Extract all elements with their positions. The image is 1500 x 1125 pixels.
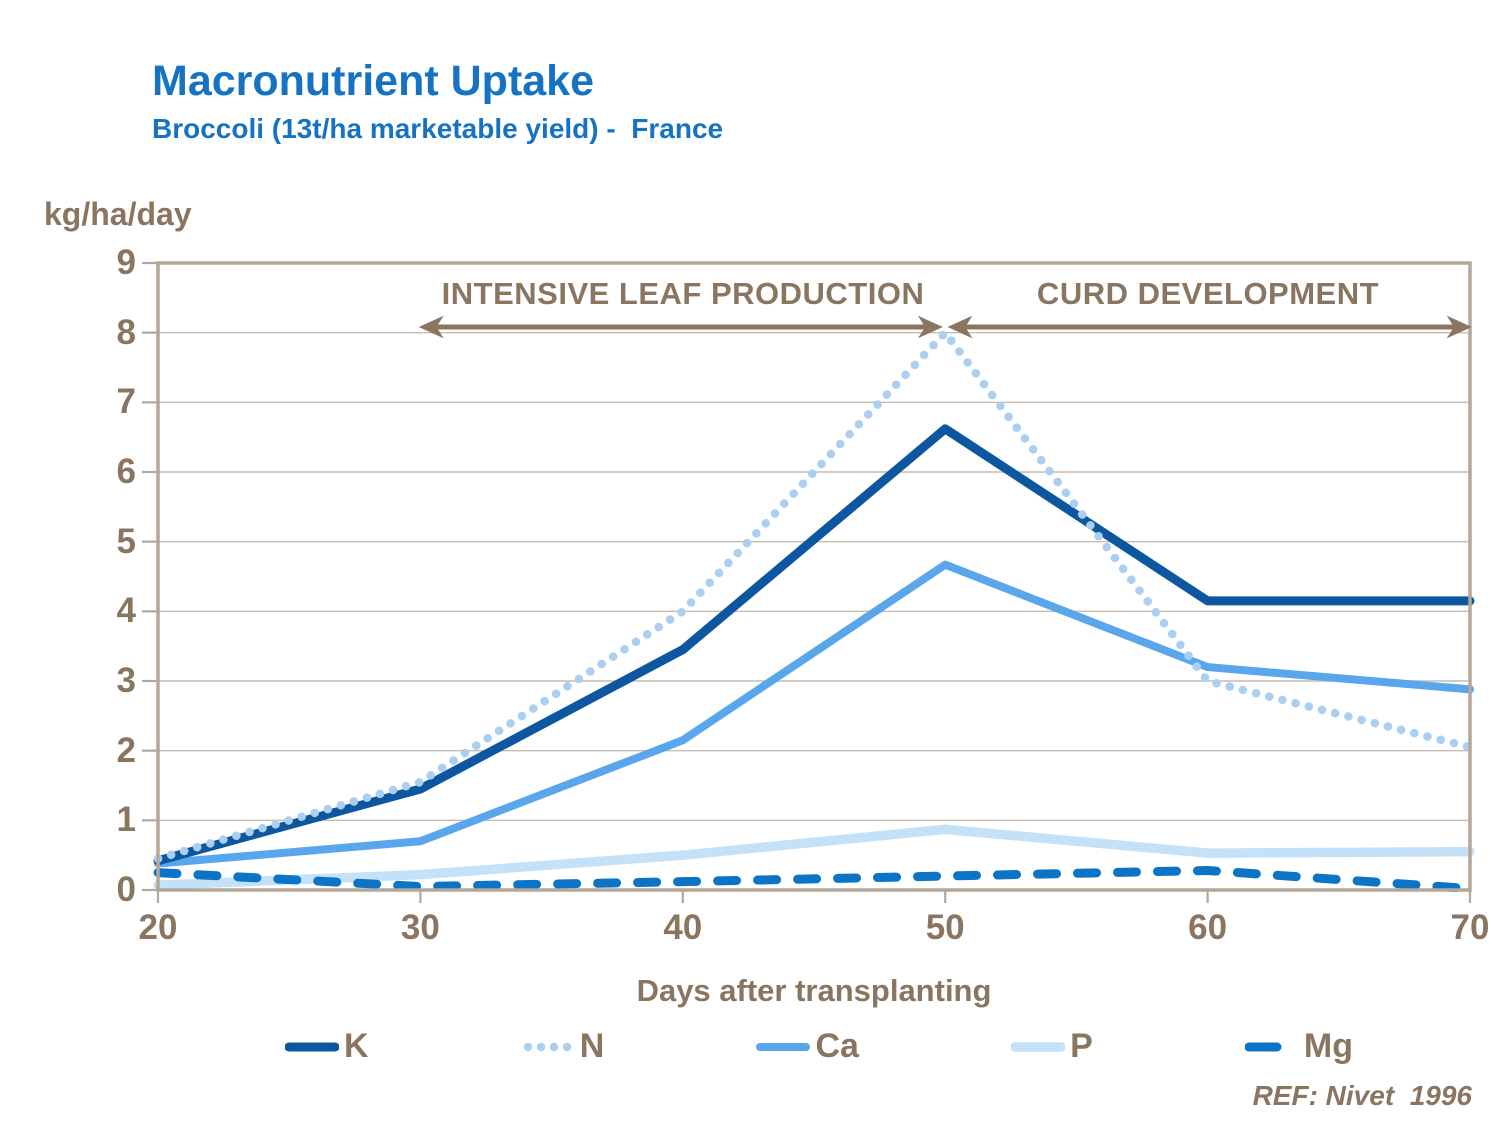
series-line-K [153,424,1475,866]
x-tick-label-50: 50 [925,908,965,947]
y-tick-label-9: 9 [116,243,136,282]
legend-label-N: N [579,1027,605,1065]
y-tick-label-8: 8 [116,312,136,352]
phase-label-intensive-leaf-production: INTENSIVE LEAF PRODUCTION [441,276,925,311]
x-axis-title: Days after transplanting [636,973,992,1008]
y-axis-unit-label: kg/ha/day [44,196,192,232]
x-tick-label-60: 60 [1188,908,1228,947]
legend-swatch-Mg-icon [1244,1042,1282,1051]
reference-citation: REF: Nivet 1996 [1252,1080,1472,1111]
legend-label-Ca: Ca [815,1027,859,1065]
legend-item-Ca: Ca [756,1027,859,1066]
series-line-P [153,824,1475,890]
y-tick-label-7: 7 [116,382,136,422]
y-tick-label-4: 4 [116,591,136,631]
legend-label-K: K [344,1027,369,1065]
series-line-N [153,328,1475,863]
series-line-Mg [153,865,1475,894]
y-tick-label-6: 6 [116,452,136,491]
legend-label-Mg: Mg [1303,1027,1353,1065]
plot-border [156,261,1472,892]
x-tick-label-30: 30 [400,908,440,947]
x-tick-label-70: 70 [1450,908,1490,947]
legend-swatch-K-icon [285,1042,339,1051]
legend-item-N: N [521,1027,605,1066]
legend-item-Mg: Mg [1244,1027,1353,1066]
legend-item-K: K [285,1027,369,1066]
chart-subtitle: Broccoli (13t/ha marketable yield) - Fra… [152,113,724,144]
legend-item-P: P [1011,1027,1093,1066]
chart-title: Macronutrient Uptake [152,57,595,105]
phase-label-curd-development: CURD DEVELOPMENT [1036,276,1380,311]
series-line-Ca [154,560,1474,868]
legend-label-P: P [1070,1027,1093,1065]
y-tick-label-5: 5 [116,521,136,561]
y-tick-label-3: 3 [116,661,136,700]
legend-swatch-Ca-icon [756,1042,811,1051]
legend-swatch-P-icon [1011,1041,1066,1052]
y-tick-label-2: 2 [116,730,136,770]
y-tick-label-0: 0 [116,870,136,909]
legend-swatch-N-icon [523,1042,571,1051]
x-tick-label-40: 40 [663,908,703,947]
chart-legend: K N Ca P Mg [285,1027,1353,1066]
y-tick-label-1: 1 [116,800,136,840]
x-tick-label-20: 20 [138,908,178,947]
